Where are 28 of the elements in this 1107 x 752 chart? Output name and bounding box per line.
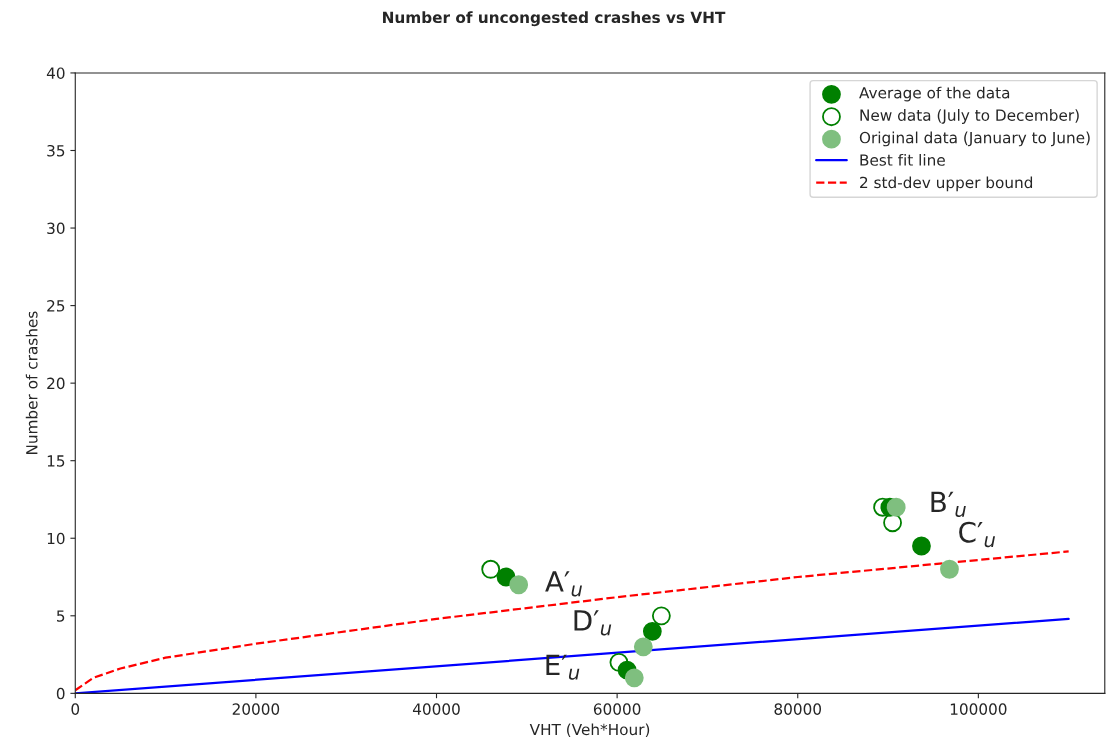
annotation: A′$_{u}$: [545, 571, 582, 597]
chart-title: Number of uncongested crashes vs VHT: [383, 11, 726, 27]
y-tick-label: 20: [47, 377, 65, 390]
annotation: E′$_{u}$: [546, 654, 580, 680]
annotation: C′$_{u}$: [959, 521, 995, 548]
y-tick-label: 35: [47, 144, 65, 157]
legend-label: New data (July to December): [860, 109, 1079, 124]
y-tick-label: 0: [56, 687, 65, 700]
x-tick-label: 0: [71, 703, 80, 715]
y-tick-label: 30: [47, 222, 65, 235]
x-tick-label: 100000: [950, 703, 1007, 715]
y-tick-label: 10: [47, 532, 65, 545]
x-tick-label: 80000: [774, 703, 822, 715]
annotation: B′$_{u}$: [931, 491, 966, 517]
x-tick-label: 20000: [232, 703, 280, 715]
y-tick-label: 15: [47, 455, 65, 467]
y-axis-title: Number of crashes: [25, 311, 38, 455]
y-tick-label: 25: [47, 300, 65, 312]
y-tick-label: 40: [46, 67, 65, 79]
legend-label: Best fit line: [860, 153, 945, 166]
legend-label: Average of the data: [859, 86, 1010, 102]
x-axis-title: VHT (Veh*Hour): [529, 723, 650, 738]
x-tick-label: 60000: [593, 703, 641, 715]
legend-label: Original data (January to June): [859, 131, 1090, 147]
y-tick-label: 5: [57, 610, 65, 622]
x-tick-label: 40000: [412, 703, 460, 715]
legend-label: 2 std-dev upper bound: [860, 176, 1033, 192]
annotation: D′$_{u}$: [574, 610, 612, 636]
